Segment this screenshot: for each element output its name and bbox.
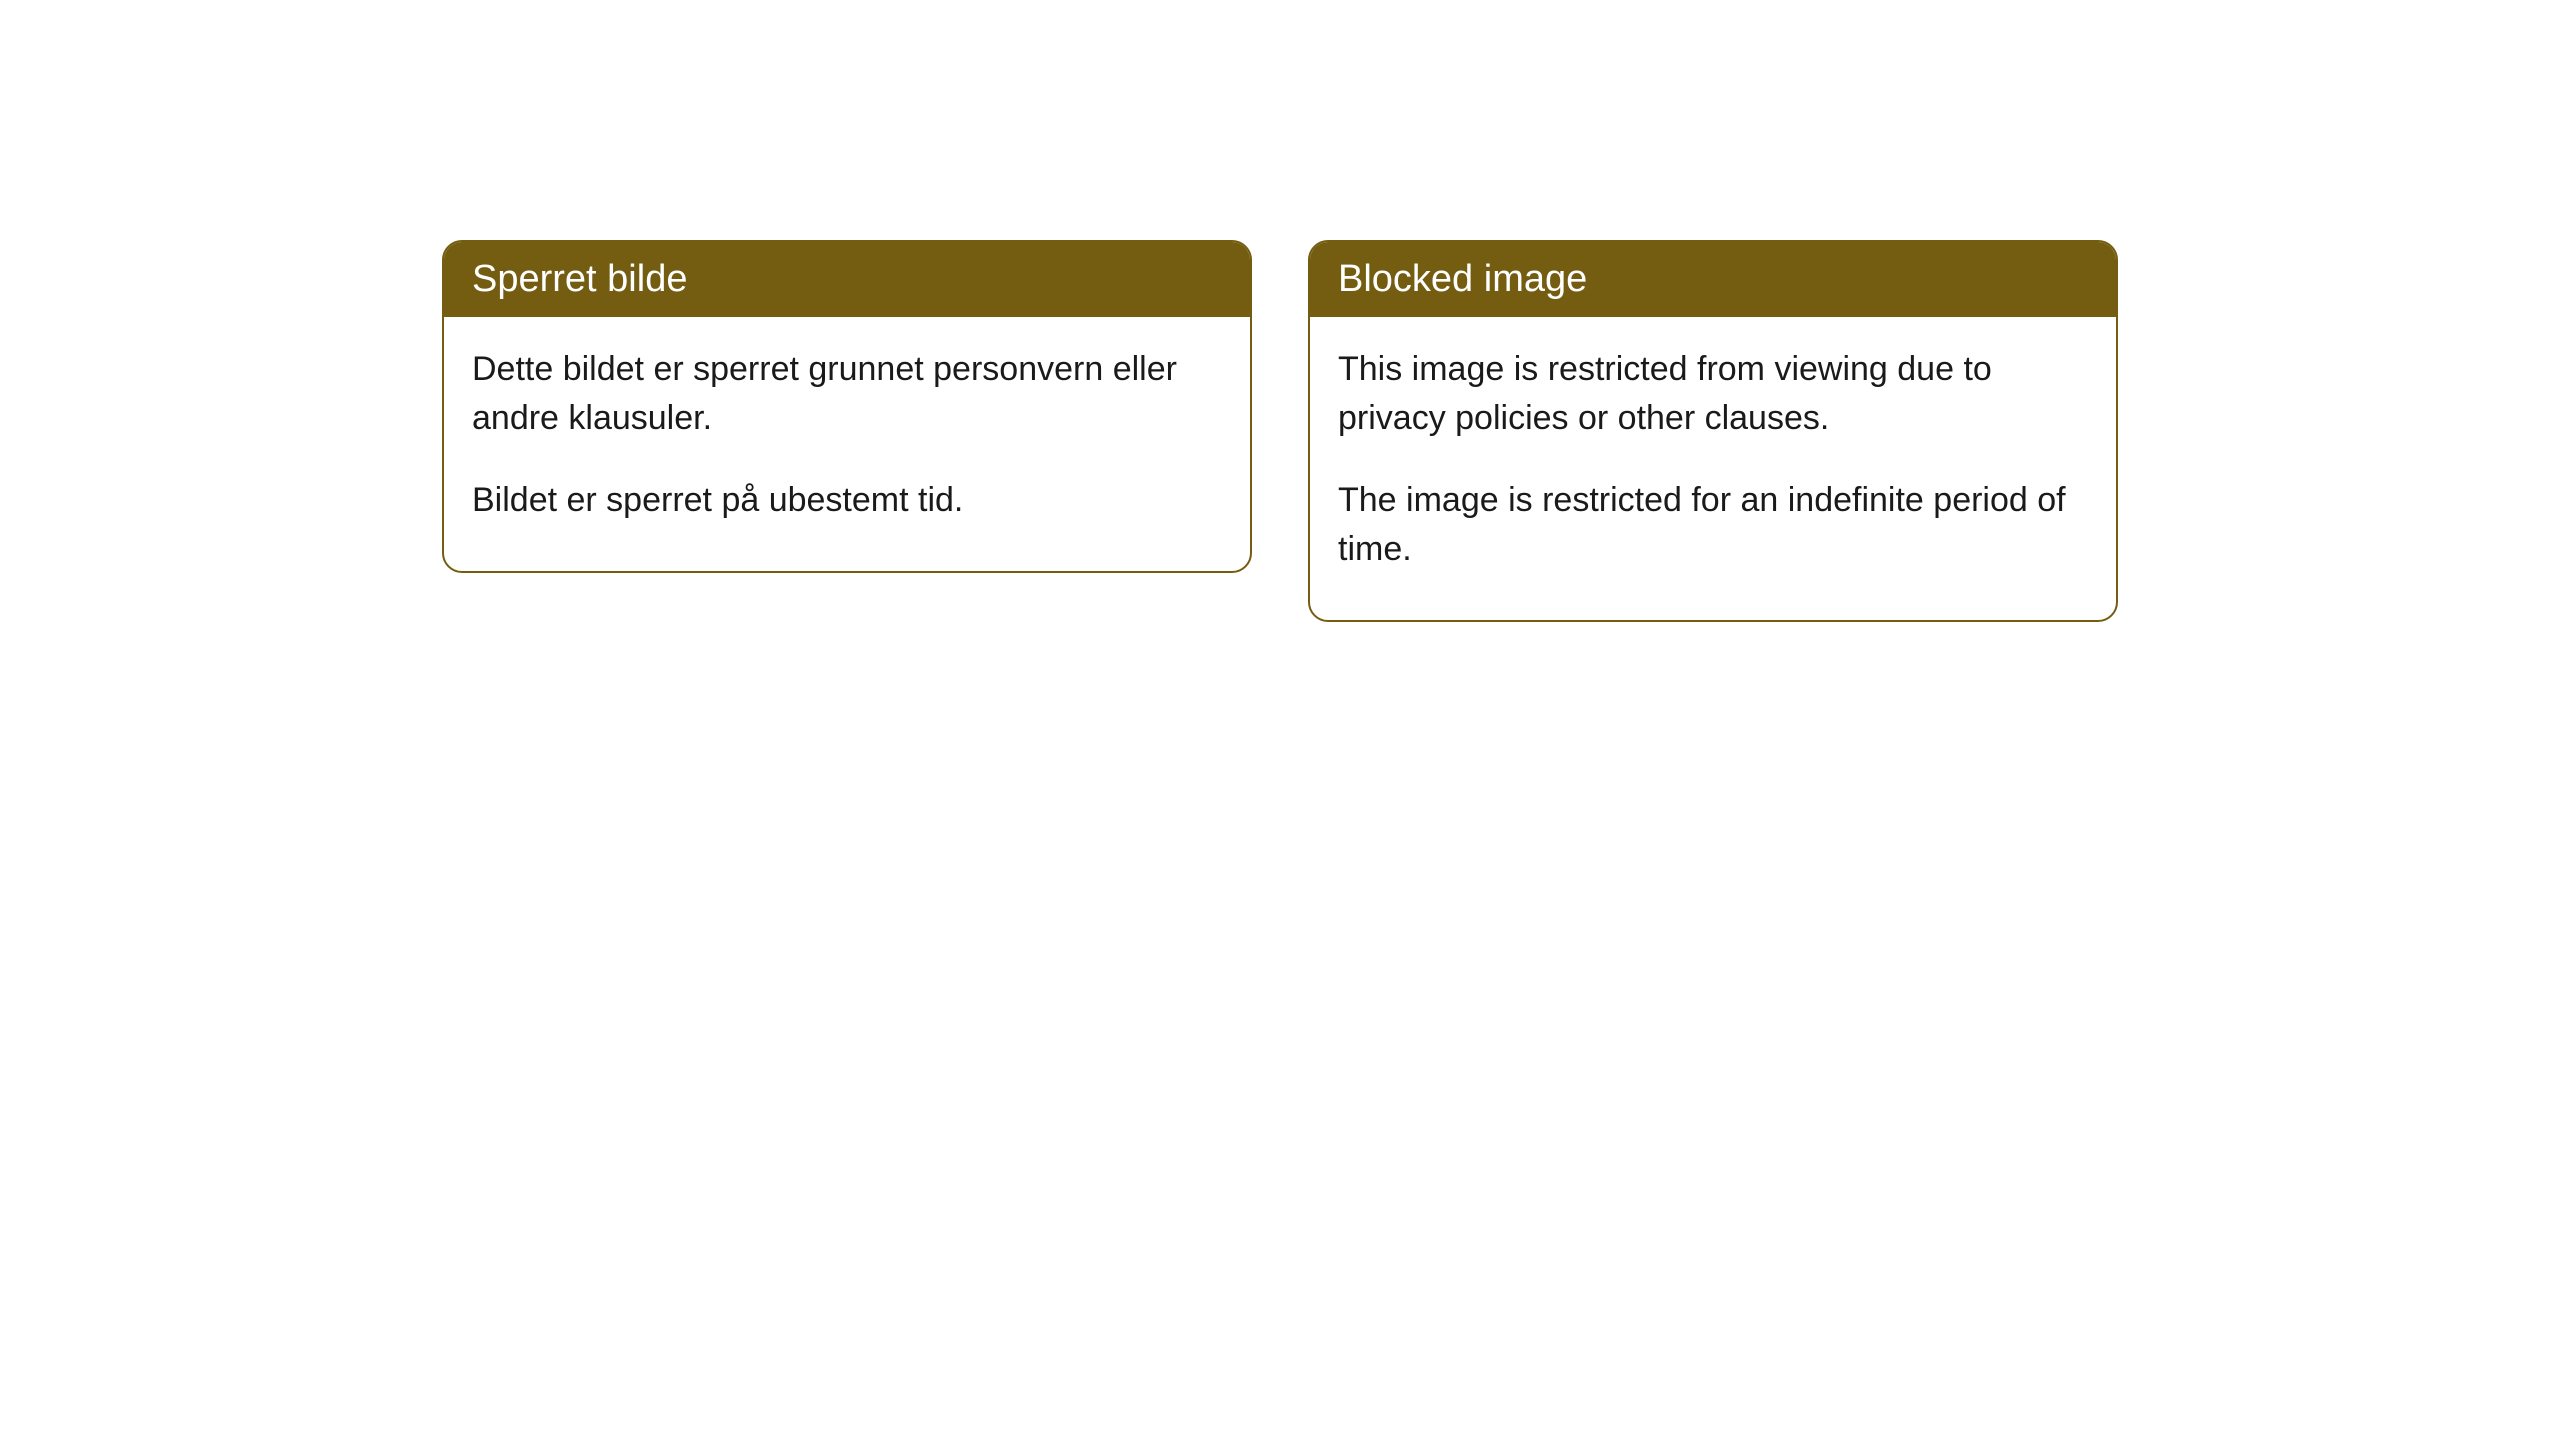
notice-body-norwegian: Dette bildet er sperret grunnet personve… — [444, 317, 1250, 571]
notice-title: Blocked image — [1338, 258, 1587, 300]
notice-paragraph: The image is restricted for an indefinit… — [1338, 476, 2088, 575]
blocked-image-notice-english: Blocked image This image is restricted f… — [1308, 240, 2118, 622]
notice-body-english: This image is restricted from viewing du… — [1310, 317, 2116, 620]
notice-header-norwegian: Sperret bilde — [444, 242, 1250, 317]
notice-paragraph: This image is restricted from viewing du… — [1338, 345, 2088, 444]
notice-title: Sperret bilde — [472, 258, 687, 300]
blocked-image-notice-norwegian: Sperret bilde Dette bildet er sperret gr… — [442, 240, 1252, 573]
notice-header-english: Blocked image — [1310, 242, 2116, 317]
notice-paragraph: Dette bildet er sperret grunnet personve… — [472, 345, 1222, 444]
notice-paragraph: Bildet er sperret på ubestemt tid. — [472, 476, 1222, 525]
